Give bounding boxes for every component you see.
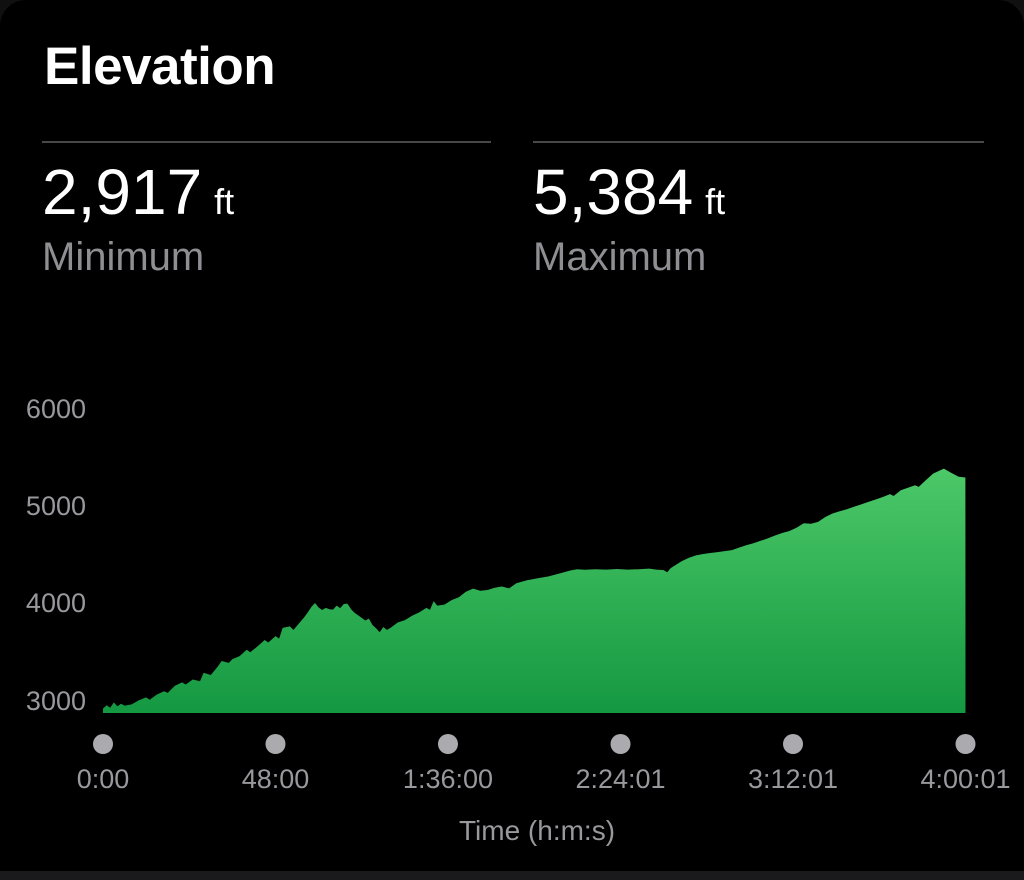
x-axis-tick-dot	[783, 734, 804, 754]
x-axis-tick-dot	[265, 734, 286, 754]
x-axis-tick-label: 48:00	[241, 764, 310, 794]
x-axis-tick-dot	[93, 734, 113, 754]
maximum-unit: ft	[705, 181, 726, 222]
y-axis-tick-label: 6000	[25, 393, 86, 424]
divider	[533, 141, 984, 143]
maximum-value: 5,384	[533, 156, 694, 228]
minimum-value: 2,917	[42, 156, 203, 228]
x-axis-title: Time (h:m:s)	[458, 815, 616, 846]
x-axis-tick-label: 0:00	[76, 764, 130, 794]
minimum-value-row: 2,917 ft	[42, 157, 491, 227]
x-axis-tick-label: 4:00:01	[920, 764, 1011, 794]
x-axis-tick-label: 2:24:01	[575, 764, 666, 794]
x-axis-tick-dot	[437, 734, 458, 754]
minimum-label: Minimum	[42, 235, 205, 279]
x-axis-tick-dots	[93, 734, 976, 754]
stat-minimum: 2,917 ft Minimum	[42, 141, 491, 279]
y-axis-tick-label: 5000	[25, 490, 86, 521]
x-axis-tick-dot	[955, 734, 976, 754]
divider	[42, 141, 491, 143]
x-axis-tick-dot	[610, 734, 631, 754]
stat-maximum: 5,384 ft Maximum	[533, 141, 984, 279]
y-axis-tick-label: 4000	[25, 588, 86, 619]
x-axis-tick-label: 1:36:00	[402, 764, 494, 794]
minimum-unit: ft	[214, 181, 235, 222]
page-title: Elevation	[44, 37, 276, 96]
maximum-label: Maximum	[533, 235, 707, 279]
next-card-edge	[0, 871, 1024, 880]
x-axis-tick-label: 3:12:01	[747, 764, 839, 794]
maximum-value-row: 5,384 ft	[533, 157, 984, 227]
y-axis-tick-label: 3000	[25, 685, 86, 716]
elevation-area	[103, 468, 966, 713]
